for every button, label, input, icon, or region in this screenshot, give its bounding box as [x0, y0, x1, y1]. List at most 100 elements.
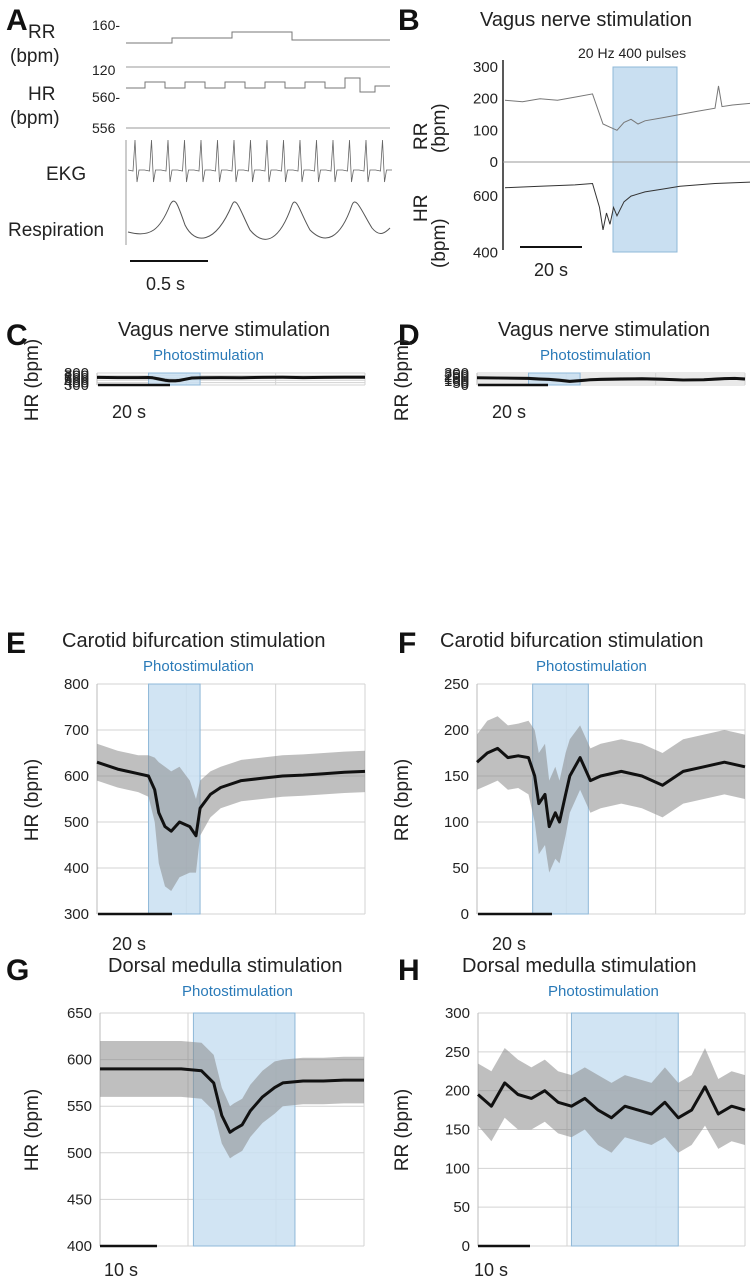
- panel-h-scalebar-label: 10 s: [474, 1260, 508, 1280]
- panel-c-tick-label: 300: [64, 377, 89, 394]
- panel-h-tick-label: 100: [445, 1160, 470, 1177]
- panel-d-mean-line: [476, 376, 746, 383]
- panel-d-tick-label: 0: [461, 377, 469, 394]
- panel-f-label: F: [398, 627, 416, 660]
- panel-g-tick-label: 500: [67, 1145, 92, 1162]
- panel-b-rr-tick: 300: [473, 59, 498, 76]
- panel-h-error-band: [478, 1048, 745, 1153]
- panel-h-title: Dorsal medulla stimulation: [462, 955, 697, 977]
- panel-g-tick-label: 650: [67, 1005, 92, 1022]
- panel-e-tick-label: 400: [64, 860, 89, 877]
- panel-b-scalebar-label: 20 s: [534, 260, 568, 280]
- panel-b-rr-tick: 200: [473, 91, 498, 108]
- panel-d-tick-label: 50: [452, 375, 469, 392]
- panel-a-resp-label: Respiration: [8, 220, 104, 241]
- panel-d-scalebar-label: 20 s: [492, 402, 526, 422]
- panel-f: 250 200 150 100 50 0 F Carotid bifurcation stim…: [392, 627, 746, 954]
- panel-d-tick-label: 250: [444, 367, 469, 384]
- panel-a-hr-trace: [126, 77, 390, 93]
- panel-h-tick-label: 50: [453, 1199, 470, 1216]
- panel-c-mean-line: [96, 375, 366, 383]
- panel-e-label: E: [6, 627, 26, 660]
- panel-a-ekg-label: EKG: [46, 164, 86, 185]
- panel-b-hr-tick: 400: [473, 244, 498, 261]
- panel-e-scalebar-label: 20 s: [112, 934, 146, 954]
- panel-e-photo-label: Photostimulation: [143, 658, 254, 675]
- panel-a-ekg-trace: [127, 139, 392, 183]
- panel-e: 800 700 600 500 400 300 E Carotid bifurcation s…: [6, 627, 366, 954]
- panel-f-tick-label: 50: [452, 860, 469, 877]
- panel-a: A RR (bpm) 160- 120 HR (bpm) 560- 556 EK…: [6, 4, 392, 294]
- panel-a-hr-unit: (bpm): [10, 108, 60, 129]
- panel-f-tick-label: 200: [444, 722, 469, 739]
- panel-d-photo-label: Photostimulation: [540, 347, 651, 364]
- panel-g-ylabel: HR (bpm): [22, 1089, 43, 1171]
- panel-f-ylabel: RR (bpm): [392, 759, 413, 841]
- panel-c-tick-label: 600: [64, 370, 89, 387]
- panel-e-tick-label: 800: [64, 676, 89, 693]
- panel-g-label: G: [6, 954, 29, 987]
- panel-e-title: Carotid bifurcation stimulation: [62, 630, 325, 652]
- panel-a-rr-label: RR: [28, 22, 55, 43]
- panel-h-tick-label: 0: [462, 1238, 470, 1255]
- panel-h-tick-label: 300: [445, 1005, 470, 1022]
- panel-d-tick-label: 200: [444, 369, 469, 386]
- panel-d-label: D: [398, 319, 420, 352]
- panel-f-tick-label: 0: [461, 906, 469, 923]
- panel-h-mean-line: [477, 1081, 746, 1120]
- panel-g-tick-label: 600: [67, 1052, 92, 1069]
- panel-g-scalebar-label: 10 s: [104, 1260, 138, 1280]
- panel-a-rr-tick-top: 160-: [92, 17, 120, 33]
- panel-a-resp-trace: [127, 200, 391, 240]
- panel-a-hr-label: HR: [28, 84, 55, 105]
- panel-e-tick-label: 500: [64, 814, 89, 831]
- panel-f-photo-label: Photostimulation: [536, 658, 647, 675]
- panel-b-rr-unit: (bpm): [429, 103, 450, 153]
- panel-f-tick-label: 150: [444, 768, 469, 785]
- panel-c-tick-label: 800: [64, 365, 89, 382]
- panel-g-tick-label: 550: [67, 1098, 92, 1115]
- panel-a-hr-tick-top: 560-: [92, 89, 120, 105]
- panel-g-tick-label: 400: [67, 1238, 92, 1255]
- panel-h: 300 250 200 150 100 50 0 H Dorsal medulla stimul…: [392, 954, 746, 1280]
- panel-h-label: H: [398, 954, 420, 987]
- panel-a-label: A: [6, 4, 28, 37]
- panel-d-tick-label: 100: [444, 373, 469, 390]
- panel-a-hr-tick-bottom: 556: [92, 120, 116, 136]
- panel-a-scalebar-label: 0.5 s: [146, 274, 185, 294]
- panel-e-tick-label: 700: [64, 722, 89, 739]
- panel-b: B Vagus nerve stimulation 20 Hz 400 puls…: [398, 4, 751, 280]
- panel-d-tick-label: 300: [444, 365, 469, 382]
- ekg-wave: [127, 139, 392, 183]
- panel-f-title: Carotid bifurcation stimulation: [440, 630, 703, 652]
- panel-e-error-band: [97, 743, 365, 891]
- panel-c-tick-label: 500: [64, 372, 89, 389]
- panel-h-ylabel: RR (bpm): [392, 1089, 413, 1171]
- panel-f-tick-label: 100: [444, 814, 469, 831]
- panel-c-ylabel: HR (bpm): [22, 339, 43, 421]
- panel-f-error-band: [477, 716, 745, 873]
- panel-h-tick-label: 150: [445, 1122, 470, 1139]
- panel-f-mean-line: [476, 746, 746, 829]
- panel-c-photo-label: Photostimulation: [153, 347, 264, 364]
- panel-b-ticks: 300 200 100 0 600 400: [473, 59, 498, 261]
- panel-b-hr-unit: (bpm): [429, 218, 450, 268]
- panel-b-rr-tick: 0: [490, 154, 498, 171]
- panel-d-ylabel: RR (bpm): [392, 339, 413, 421]
- panel-e-tick-label: 300: [64, 906, 89, 923]
- panel-e-ylabel: HR (bpm): [22, 759, 43, 841]
- panel-c-title: Vagus nerve stimulation: [118, 319, 330, 341]
- panel-a-rr-tick-bottom: 120: [92, 62, 116, 78]
- panel-e-mean-line: [96, 760, 366, 838]
- panel-d-tick-label: 150: [444, 371, 469, 388]
- panel-g-mean-line: [100, 1067, 364, 1134]
- panel-g-photo-label: Photostimulation: [182, 983, 293, 1000]
- panel-a-rr-unit: (bpm): [10, 46, 60, 67]
- panel-c-scalebar-label: 20 s: [112, 402, 146, 422]
- panel-a-rr-trace: [126, 31, 390, 44]
- panel-h-tick-label: 250: [445, 1044, 470, 1061]
- panel-b-hr-series: [504, 181, 751, 231]
